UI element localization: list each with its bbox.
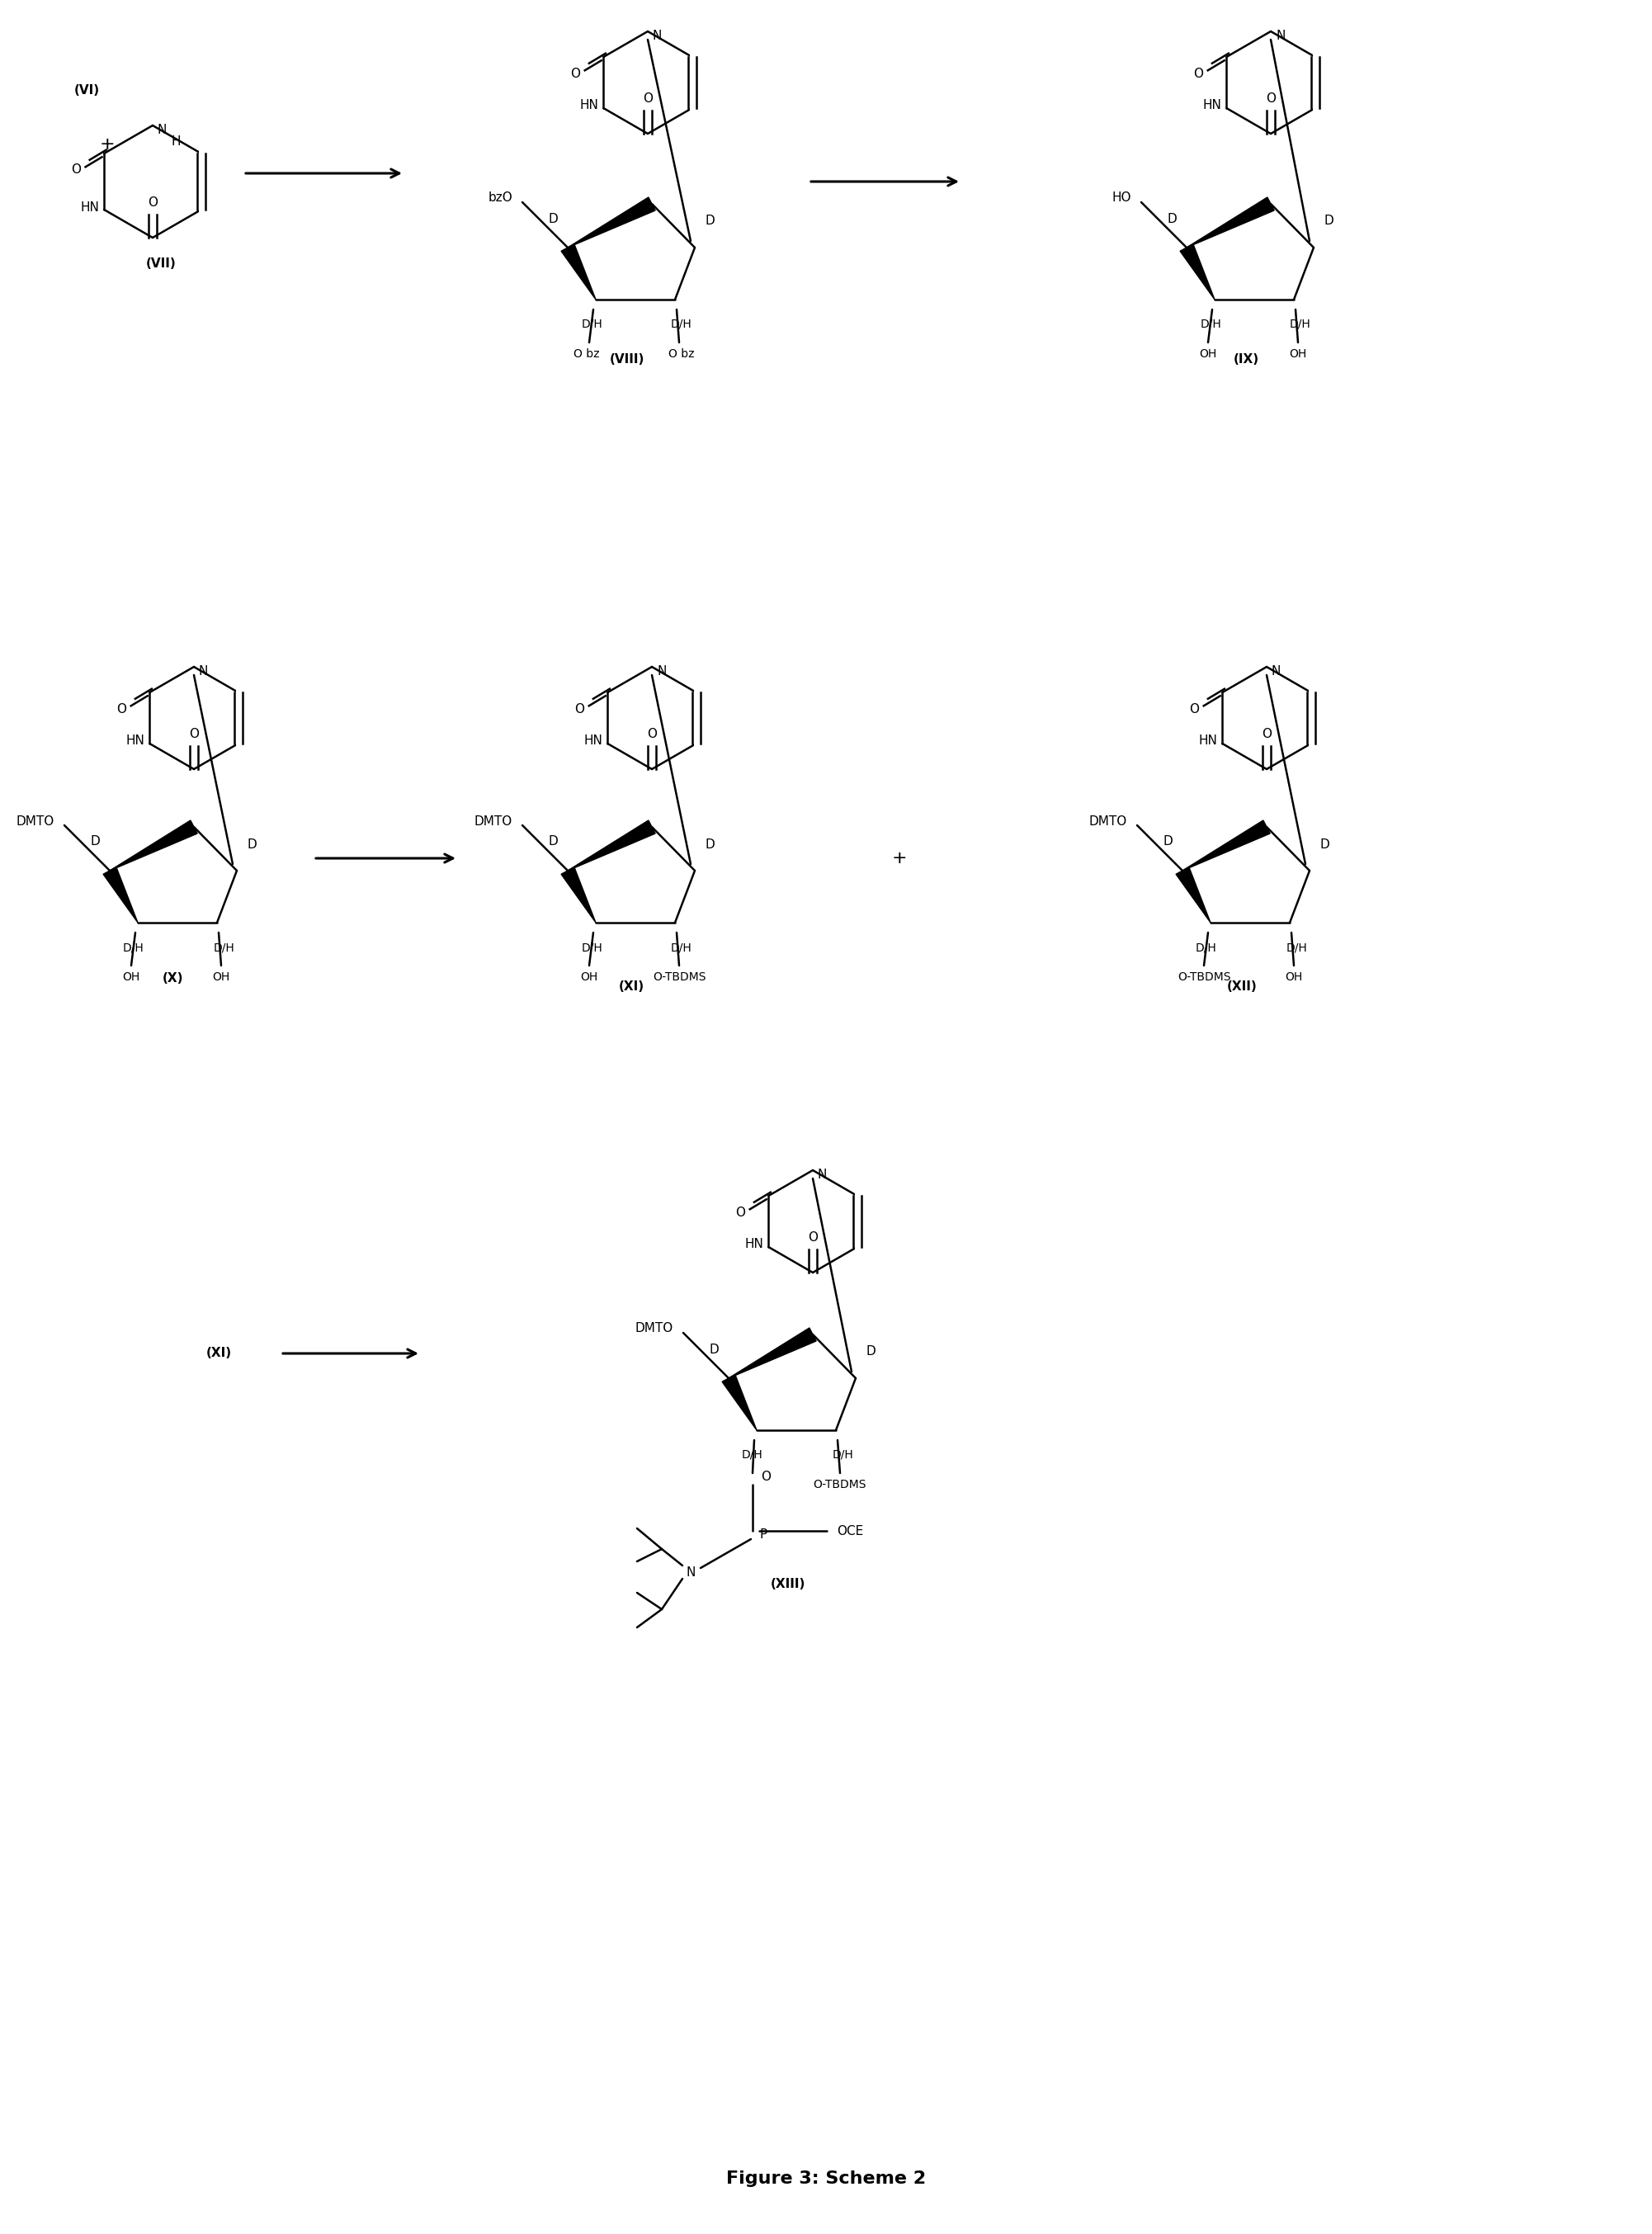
Text: D: D: [709, 1343, 719, 1356]
Text: DMTO: DMTO: [474, 815, 512, 827]
Text: O: O: [147, 197, 157, 210]
Text: O: O: [570, 67, 580, 80]
Text: D/H: D/H: [1290, 319, 1312, 331]
Polygon shape: [1180, 244, 1214, 299]
Polygon shape: [109, 820, 197, 871]
Text: O: O: [735, 1206, 745, 1218]
Text: (XII): (XII): [1227, 981, 1257, 992]
Text: (XI): (XI): [206, 1347, 231, 1361]
Text: D/H: D/H: [213, 941, 235, 954]
Text: O: O: [575, 704, 585, 715]
Polygon shape: [1183, 820, 1270, 871]
Text: D: D: [548, 836, 558, 849]
Text: O: O: [808, 1231, 818, 1244]
Text: bzO: bzO: [487, 192, 512, 203]
Text: OCE: OCE: [836, 1524, 864, 1537]
Text: D/H: D/H: [742, 1450, 763, 1461]
Text: N: N: [686, 1566, 695, 1579]
Polygon shape: [102, 867, 137, 923]
Text: H: H: [172, 136, 180, 147]
Text: OH: OH: [580, 972, 598, 983]
Text: N: N: [157, 123, 167, 136]
Text: D: D: [548, 212, 558, 226]
Text: D: D: [705, 838, 715, 851]
Text: O: O: [71, 163, 81, 176]
Text: OH: OH: [1285, 972, 1303, 983]
Text: D: D: [1166, 212, 1176, 226]
Polygon shape: [568, 820, 656, 871]
Text: O bz: O bz: [573, 349, 600, 360]
Text: HN: HN: [1198, 735, 1218, 748]
Text: D/H: D/H: [122, 941, 144, 954]
Text: HN: HN: [1203, 101, 1221, 112]
Text: O: O: [188, 728, 198, 742]
Polygon shape: [729, 1327, 816, 1378]
Text: O: O: [762, 1470, 771, 1483]
Polygon shape: [562, 244, 596, 299]
Text: D: D: [91, 836, 99, 849]
Text: D: D: [1320, 838, 1330, 851]
Text: N: N: [818, 1168, 828, 1180]
Text: O-TBDMS: O-TBDMS: [813, 1479, 867, 1490]
Text: O-TBDMS: O-TBDMS: [1178, 972, 1231, 983]
Text: D: D: [705, 214, 715, 228]
Text: HO: HO: [1112, 192, 1132, 203]
Polygon shape: [1186, 197, 1274, 248]
Text: P: P: [760, 1528, 767, 1541]
Text: O: O: [643, 94, 653, 105]
Text: O: O: [1265, 94, 1275, 105]
Text: HN: HN: [126, 735, 145, 748]
Text: N: N: [1272, 666, 1280, 677]
Text: D/H: D/H: [1199, 319, 1221, 331]
Polygon shape: [722, 1374, 757, 1430]
Text: D/H: D/H: [582, 941, 603, 954]
Text: DMTO: DMTO: [634, 1323, 674, 1336]
Text: O bz: O bz: [669, 349, 694, 360]
Text: HN: HN: [745, 1238, 763, 1251]
Text: D/H: D/H: [671, 319, 692, 331]
Text: (XI): (XI): [618, 981, 644, 992]
Polygon shape: [1176, 867, 1211, 923]
Text: O: O: [648, 728, 657, 742]
Text: HN: HN: [580, 101, 598, 112]
Text: (VII): (VII): [145, 257, 177, 270]
Text: DMTO: DMTO: [17, 815, 55, 827]
Text: HN: HN: [81, 201, 99, 212]
Text: (VI): (VI): [74, 85, 99, 96]
Text: N: N: [198, 666, 208, 677]
Text: (IX): (IX): [1232, 353, 1259, 364]
Text: D: D: [1323, 214, 1333, 228]
Text: DMTO: DMTO: [1089, 815, 1127, 827]
Text: (X): (X): [164, 972, 183, 985]
Text: (VIII): (VIII): [610, 353, 644, 364]
Text: OH: OH: [213, 972, 230, 983]
Text: D: D: [1163, 836, 1173, 849]
Text: O: O: [1262, 728, 1272, 742]
Text: D/H: D/H: [582, 319, 603, 331]
Text: HN: HN: [583, 735, 603, 748]
Text: N: N: [657, 666, 666, 677]
Polygon shape: [562, 867, 596, 923]
Text: D/H: D/H: [1285, 941, 1307, 954]
Text: (XIII): (XIII): [770, 1579, 806, 1591]
Text: +: +: [99, 136, 116, 152]
Text: D: D: [866, 1345, 876, 1358]
Text: D/H: D/H: [1196, 941, 1218, 954]
Text: D: D: [246, 838, 256, 851]
Text: O: O: [1189, 704, 1199, 715]
Text: OH: OH: [122, 972, 140, 983]
Text: O: O: [1193, 67, 1203, 80]
Polygon shape: [568, 197, 656, 248]
Text: OH: OH: [1199, 349, 1218, 360]
Text: D/H: D/H: [671, 941, 692, 954]
Text: O: O: [117, 704, 127, 715]
Text: Figure 3: Scheme 2: Figure 3: Scheme 2: [727, 2171, 925, 2187]
Text: +: +: [892, 849, 907, 867]
Text: N: N: [653, 29, 662, 42]
Text: N: N: [1275, 29, 1285, 42]
Text: OH: OH: [1289, 349, 1307, 360]
Text: O-TBDMS: O-TBDMS: [653, 972, 705, 983]
Text: D/H: D/H: [833, 1450, 852, 1461]
